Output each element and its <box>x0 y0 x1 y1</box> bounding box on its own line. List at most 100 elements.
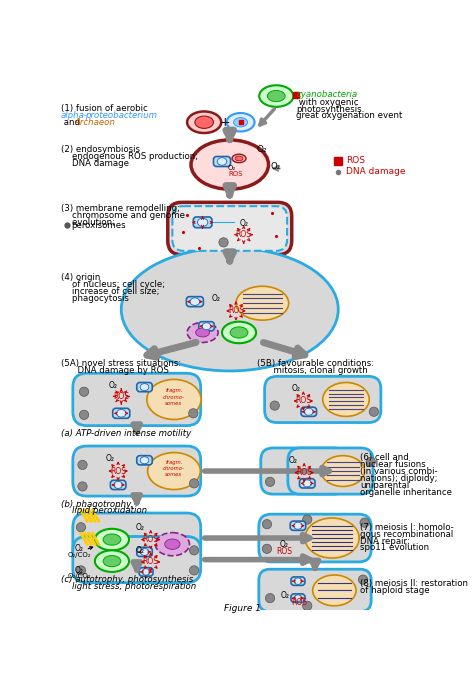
Text: photosynthesis: photosynthesis <box>296 105 362 114</box>
Ellipse shape <box>140 549 149 556</box>
Ellipse shape <box>236 286 289 320</box>
Ellipse shape <box>259 85 293 107</box>
Circle shape <box>270 401 279 410</box>
Circle shape <box>262 519 272 529</box>
Ellipse shape <box>165 539 180 549</box>
FancyBboxPatch shape <box>291 577 305 586</box>
FancyBboxPatch shape <box>261 448 346 494</box>
Ellipse shape <box>323 382 369 416</box>
Text: O₂: O₂ <box>109 381 118 390</box>
FancyBboxPatch shape <box>259 569 371 612</box>
Circle shape <box>78 482 87 491</box>
Ellipse shape <box>147 453 201 490</box>
Text: uniparental: uniparental <box>360 481 409 490</box>
Circle shape <box>366 457 375 466</box>
Text: ROS: ROS <box>228 171 243 177</box>
FancyBboxPatch shape <box>168 202 292 255</box>
Circle shape <box>265 477 275 486</box>
Text: proteobacterium: proteobacterium <box>85 111 157 120</box>
FancyBboxPatch shape <box>300 479 315 488</box>
Text: nations); diploidy;: nations); diploidy; <box>360 474 438 483</box>
Ellipse shape <box>232 154 246 162</box>
Text: cyanobacteria: cyanobacteria <box>296 90 357 99</box>
FancyBboxPatch shape <box>301 407 317 416</box>
Text: O₂: O₂ <box>239 219 248 228</box>
Text: lipid peroxidation: lipid peroxidation <box>61 506 147 516</box>
Ellipse shape <box>234 118 247 127</box>
Ellipse shape <box>303 480 311 487</box>
Text: fragm.
chromo-
somes: fragm. chromo- somes <box>163 460 185 477</box>
Circle shape <box>190 546 199 555</box>
Text: +: + <box>220 116 230 129</box>
Ellipse shape <box>121 248 338 371</box>
FancyBboxPatch shape <box>290 521 306 530</box>
FancyBboxPatch shape <box>186 297 203 307</box>
Circle shape <box>76 523 86 532</box>
Text: of haploid stage: of haploid stage <box>360 586 429 595</box>
Ellipse shape <box>117 410 126 417</box>
Ellipse shape <box>95 550 129 572</box>
Text: ROS: ROS <box>296 468 312 477</box>
Text: increase of cell size;: increase of cell size; <box>61 287 159 296</box>
Text: spo11 evolution: spo11 evolution <box>360 543 429 552</box>
Ellipse shape <box>190 298 200 306</box>
FancyBboxPatch shape <box>73 536 201 583</box>
Text: (5A) novel stress situations:: (5A) novel stress situations: <box>61 360 181 369</box>
Circle shape <box>262 544 272 553</box>
Ellipse shape <box>235 156 243 161</box>
Text: fragm.
chromo-
somes: fragm. chromo- somes <box>163 388 185 406</box>
Text: ROS: ROS <box>143 535 159 544</box>
Ellipse shape <box>155 533 190 556</box>
Circle shape <box>80 410 89 419</box>
Text: endogenous ROS production;: endogenous ROS production; <box>61 152 198 161</box>
Text: ROS: ROS <box>236 230 252 239</box>
Text: (2) endosymbiosis: (2) endosymbiosis <box>61 145 140 154</box>
Text: peroxisomes: peroxisomes <box>72 221 126 230</box>
Text: with oxygenic: with oxygenic <box>296 97 359 107</box>
Ellipse shape <box>103 556 121 566</box>
FancyBboxPatch shape <box>137 547 152 556</box>
Text: O₂: O₂ <box>289 456 298 464</box>
Ellipse shape <box>147 379 201 419</box>
Text: ROS: ROS <box>113 392 129 401</box>
Ellipse shape <box>305 518 359 558</box>
Circle shape <box>358 575 368 584</box>
Ellipse shape <box>230 327 248 338</box>
FancyBboxPatch shape <box>199 322 214 331</box>
Text: (a) ATP-driven intense motility: (a) ATP-driven intense motility <box>61 429 191 438</box>
Ellipse shape <box>313 575 356 606</box>
FancyBboxPatch shape <box>73 373 201 425</box>
Ellipse shape <box>140 457 149 464</box>
Ellipse shape <box>191 140 268 189</box>
Text: Figure 1: Figure 1 <box>224 604 262 613</box>
Text: O₂: O₂ <box>257 145 267 154</box>
Text: organelle inheritance: organelle inheritance <box>360 488 452 497</box>
Circle shape <box>219 238 228 247</box>
Ellipse shape <box>95 529 129 550</box>
Ellipse shape <box>294 595 302 601</box>
Text: (3) membrane remodelling;: (3) membrane remodelling; <box>61 204 180 213</box>
Ellipse shape <box>195 116 213 128</box>
FancyBboxPatch shape <box>137 456 152 465</box>
Text: (c) autotrophy, photosynthesis: (c) autotrophy, photosynthesis <box>61 575 193 584</box>
Text: DNA damage by ROS: DNA damage by ROS <box>61 366 169 375</box>
Text: light stress, photorespiration: light stress, photorespiration <box>61 582 196 591</box>
FancyBboxPatch shape <box>291 594 305 602</box>
Text: O₂: O₂ <box>211 294 220 303</box>
Text: and: and <box>61 118 82 127</box>
Text: (4) origin: (4) origin <box>61 273 100 282</box>
Text: ROS: ROS <box>143 558 159 566</box>
FancyBboxPatch shape <box>213 156 230 166</box>
Text: O₂: O₂ <box>280 540 289 549</box>
Circle shape <box>189 409 198 418</box>
Circle shape <box>302 515 312 524</box>
Text: chromosome and genome: chromosome and genome <box>61 211 185 220</box>
FancyBboxPatch shape <box>259 514 371 562</box>
Text: ROS: ROS <box>295 397 311 406</box>
Text: O₂: O₂ <box>75 544 84 553</box>
Ellipse shape <box>267 90 285 101</box>
Circle shape <box>190 566 199 575</box>
Text: gous recombinational: gous recombinational <box>360 530 453 538</box>
Ellipse shape <box>196 328 210 337</box>
Text: phagocytosis: phagocytosis <box>61 294 128 303</box>
